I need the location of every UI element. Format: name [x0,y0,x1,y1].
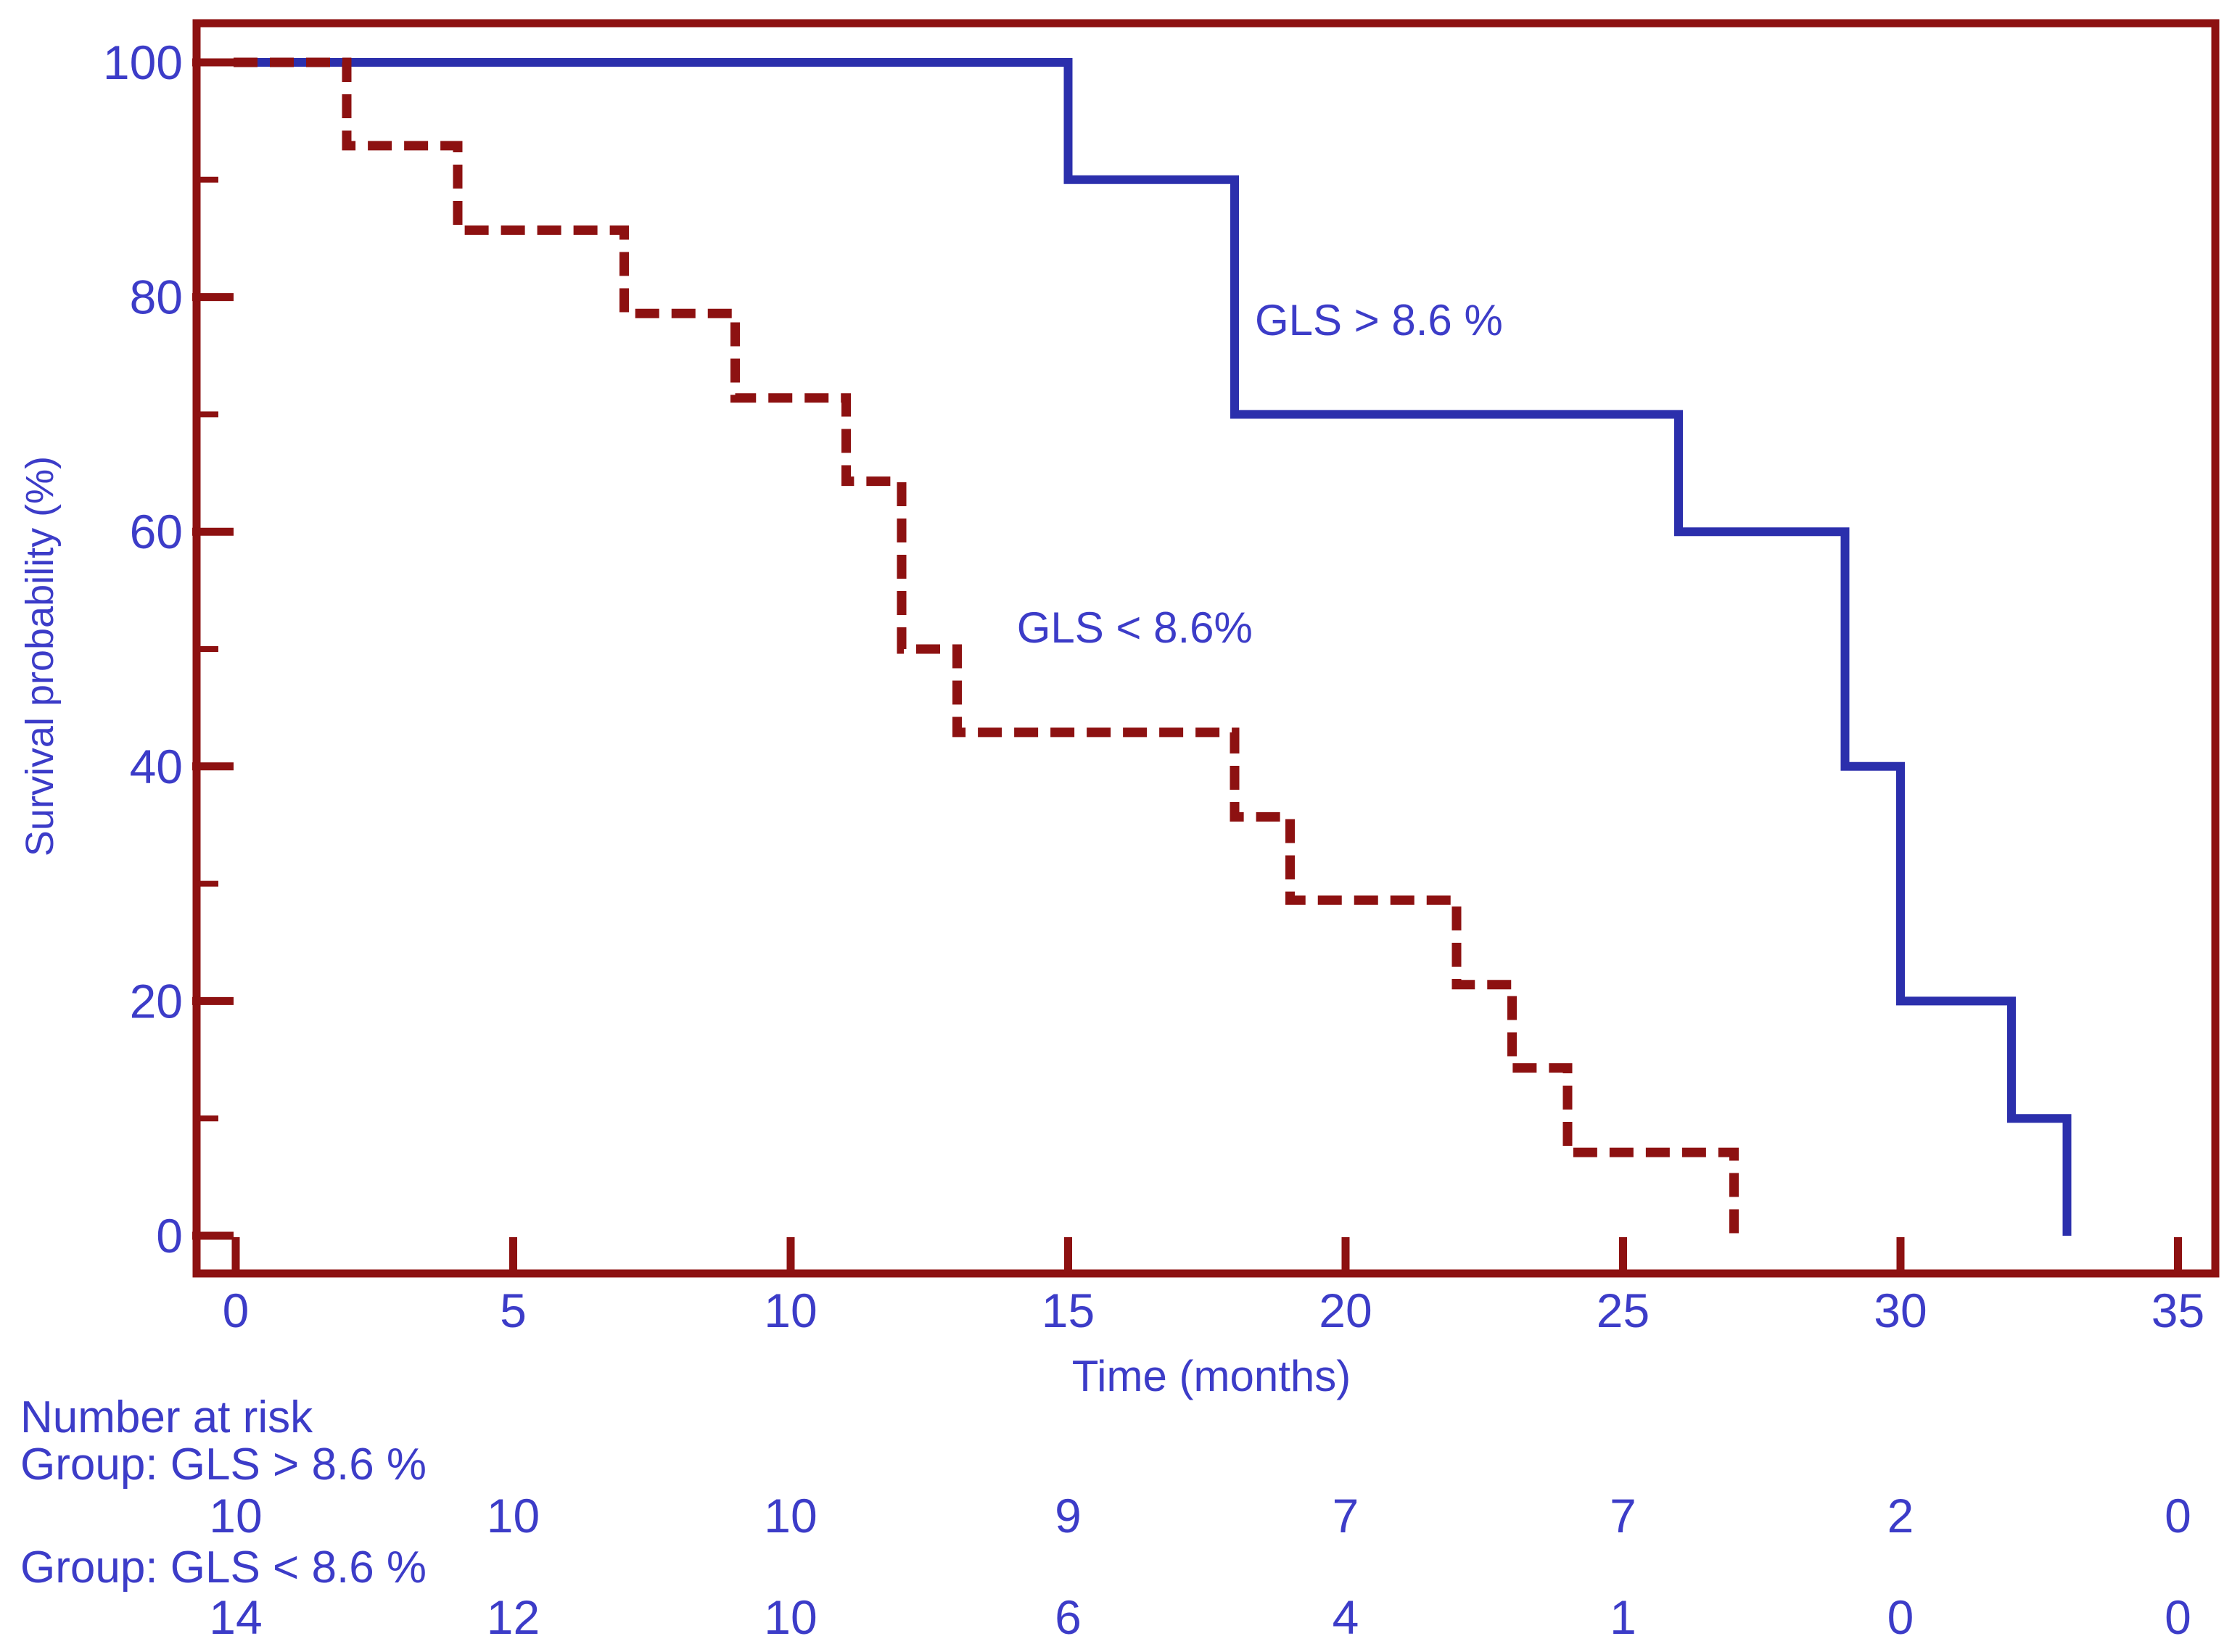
risk-count: 4 [1333,1590,1359,1644]
y-axis-title: Survival probability (%) [18,455,62,857]
x-axis-title: Time (months) [1071,1352,1351,1400]
x-tick-label: 20 [1319,1284,1372,1337]
x-tick-label: 30 [1874,1284,1927,1337]
risk-count: 6 [1055,1590,1082,1644]
x-tick-label: 5 [500,1284,527,1337]
risk-count: 0 [1887,1590,1914,1644]
survival-curve-gls-low [234,57,1739,1236]
risk-count: 2 [1887,1489,1914,1542]
risk-count: 1 [1610,1590,1636,1644]
risk-count: 14 [209,1590,262,1644]
curve-label-gls-high: GLS > 8.6 % [1254,295,1503,344]
risk-count: 10 [764,1590,817,1644]
risk-count: 9 [1055,1489,1082,1542]
risk-count: 10 [764,1489,817,1542]
y-tick-label: 100 [103,36,183,89]
risk-count: 7 [1333,1489,1359,1542]
x-tick-label: 15 [1042,1284,1095,1337]
risk-group-label-gls-high: Group: GLS > 8.6 % [20,1440,427,1490]
x-tick-label: 25 [1597,1284,1650,1337]
x-tick-label: 0 [223,1284,250,1337]
curve-label-gls-low: GLS < 8.6% [1016,603,1253,652]
y-tick-label: 80 [130,270,183,324]
survival-curve-gls-high [234,58,2072,1236]
risk-count: 12 [487,1590,540,1644]
risk-count: 10 [209,1489,262,1542]
risk-count: 0 [2165,1590,2191,1644]
risk-table-title: Number at risk [20,1392,313,1442]
x-tick-label: 35 [2151,1284,2204,1337]
y-tick-label: 60 [130,505,183,558]
risk-group-label-gls-low: Group: GLS < 8.6 % [20,1542,427,1593]
risk-count: 0 [2165,1489,2191,1542]
y-tick-label: 40 [130,740,183,793]
risk-count: 10 [487,1489,540,1542]
risk-count: 7 [1610,1489,1636,1542]
y-tick-label: 20 [130,974,183,1028]
y-tick-label: 0 [156,1209,183,1263]
x-tick-label: 10 [764,1284,817,1337]
